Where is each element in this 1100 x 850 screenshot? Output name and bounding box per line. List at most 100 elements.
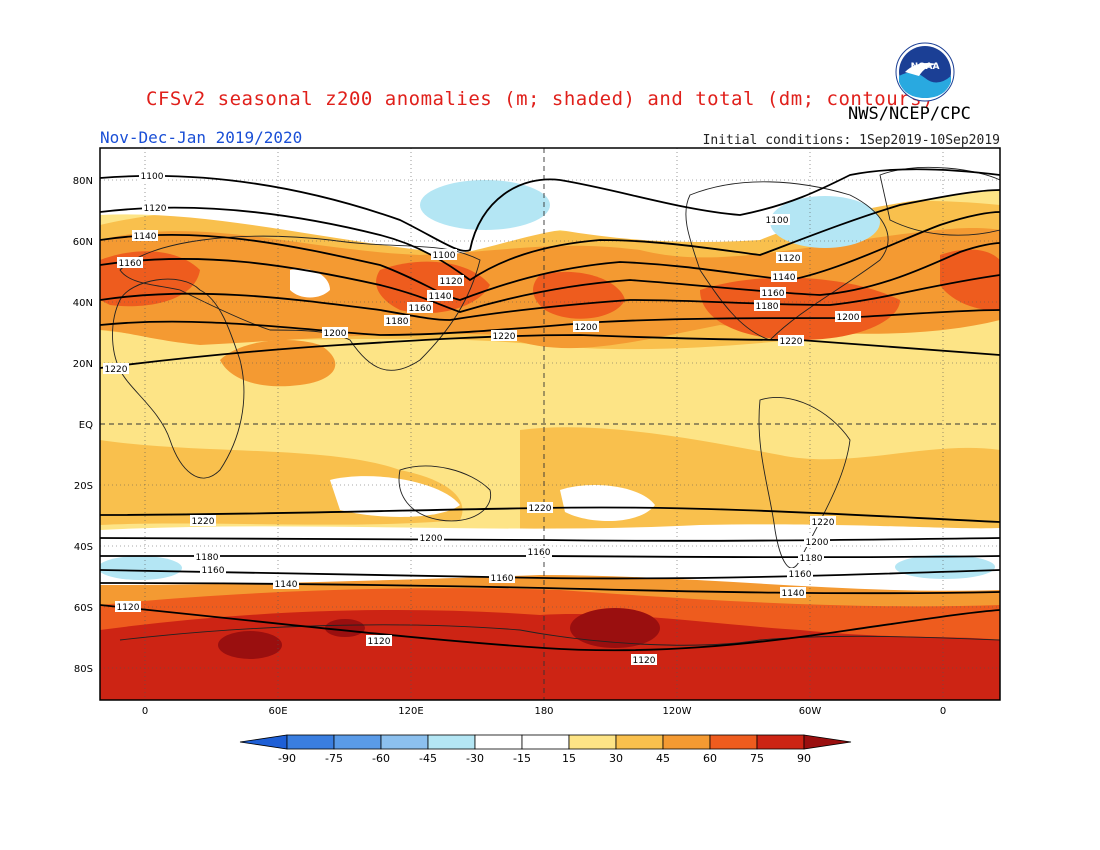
contour-label-bg	[427, 290, 453, 301]
contour-label-bg	[771, 271, 797, 282]
colorbar-label: -90	[278, 752, 296, 765]
lon-label: 180	[534, 706, 553, 717]
colorbar-segment	[333, 734, 382, 750]
colorbar-segment	[474, 734, 523, 750]
contour-label-bg	[418, 532, 444, 543]
contour-label: 1160	[409, 304, 432, 314]
contour-label: 1200	[837, 313, 860, 323]
contour-label: 1160	[762, 289, 785, 299]
colorbar-segment	[568, 734, 617, 750]
contour-label: 1220	[529, 504, 552, 514]
contour-1220	[100, 334, 1000, 369]
colorbar-segment	[615, 734, 664, 750]
lat-label: 80N	[73, 176, 93, 187]
contour-1100	[100, 168, 1000, 252]
colorbar-segment	[756, 734, 805, 750]
contour-label: 1140	[782, 589, 805, 599]
contour-label-bg	[760, 287, 786, 298]
contour-label-bg	[438, 275, 464, 286]
contour-1180	[100, 274, 1000, 321]
contour-label-bg	[489, 572, 515, 583]
contour-label: 1180	[196, 553, 219, 563]
contour-1120	[100, 189, 1000, 282]
contour-1160	[100, 569, 1000, 580]
colorbar-label: -75	[325, 752, 343, 765]
colorbar-segment	[662, 734, 711, 750]
contour-label-bg	[431, 249, 457, 260]
contour-label-bg	[787, 568, 813, 579]
height-contours	[100, 168, 1000, 652]
contour-label: 1220	[493, 332, 516, 342]
contour-label: 1160	[491, 574, 514, 584]
lon-label: 120W	[663, 706, 692, 717]
contour-1200	[100, 537, 1000, 542]
shade-gt-90	[325, 619, 365, 637]
contour-label-bg	[764, 214, 790, 225]
contour-label-bg	[273, 578, 299, 589]
contour-label: 1160	[202, 566, 225, 576]
shade-neutral	[290, 268, 330, 298]
contour-label: 1140	[773, 273, 796, 283]
contour-label-bg	[527, 502, 553, 513]
colorbar-arrow-low	[239, 734, 288, 750]
contour-1160	[100, 242, 1000, 313]
lon-label: 0	[940, 706, 946, 717]
shade-60-75	[700, 277, 900, 340]
contour-label: 1160	[528, 548, 551, 558]
contour-label-bg	[322, 327, 348, 338]
colorbar-label: -30	[466, 752, 484, 765]
shade-gt-90	[218, 631, 282, 659]
lat-label: 20S	[74, 481, 93, 492]
shade-neg-15-30	[420, 180, 550, 230]
noaa-logo-text: NOAA	[911, 62, 940, 72]
colorbar-label: 75	[750, 752, 764, 765]
colorbar-segment	[286, 734, 335, 750]
contour-label-bg	[103, 363, 129, 374]
latitude-labels: 80N 60N 40N 20N EQ 20S 40S 60S 80S	[73, 176, 93, 675]
noaa-logo-icon: NOAA	[895, 42, 955, 102]
lat-label: 60N	[73, 237, 93, 248]
shade-75-90	[100, 610, 1000, 700]
contour-label: 1120	[440, 277, 463, 287]
agency-credit: NWS/NCEP/CPC	[848, 104, 971, 124]
contour-label-bg	[810, 516, 836, 527]
contour-label-bg	[142, 202, 168, 213]
contour-label-bg	[384, 315, 410, 326]
contour-label: 1180	[386, 317, 409, 327]
contour-label: 1160	[789, 570, 812, 580]
colorbar-segment	[521, 734, 570, 750]
colorbar-label: 60	[703, 752, 717, 765]
contour-label-bg	[573, 321, 599, 332]
colorbar-label: 15	[562, 752, 576, 765]
contour-label: 1120	[778, 254, 801, 264]
contour-label: 1200	[420, 534, 443, 544]
colorbar-label: 30	[609, 752, 623, 765]
contour-label-bg	[115, 601, 141, 612]
contour-1120	[100, 604, 1000, 652]
colorbar-arrow-high	[803, 734, 852, 750]
colorbar-segment	[380, 734, 429, 750]
contour-label: 1220	[105, 365, 128, 375]
contour-label-bg	[835, 311, 861, 322]
colorbar-label: 45	[656, 752, 670, 765]
contour-label-bg	[780, 587, 806, 598]
contour-label-bg	[798, 552, 824, 563]
contour-label-bg	[139, 170, 165, 181]
colorbar-segment	[709, 734, 758, 750]
contour-label: 1220	[192, 517, 215, 527]
contour-label: 1120	[117, 603, 140, 613]
contour-label-bg	[804, 536, 830, 547]
map-title: CFSv2 seasonal z200 anomalies (m; shaded…	[146, 88, 934, 110]
contour-label: 1100	[433, 251, 456, 261]
contour-label: 1120	[368, 637, 391, 647]
contour-label: 1160	[119, 259, 142, 269]
contour-label: 1200	[324, 329, 347, 339]
lat-label: 80S	[74, 664, 93, 675]
colorbar-label: 90	[797, 752, 811, 765]
contour-label: 1200	[806, 538, 829, 548]
contour-label-bg	[194, 551, 220, 562]
lat-label: 40N	[73, 298, 93, 309]
map-frame	[99, 147, 1001, 701]
contour-label-bg	[366, 635, 392, 646]
